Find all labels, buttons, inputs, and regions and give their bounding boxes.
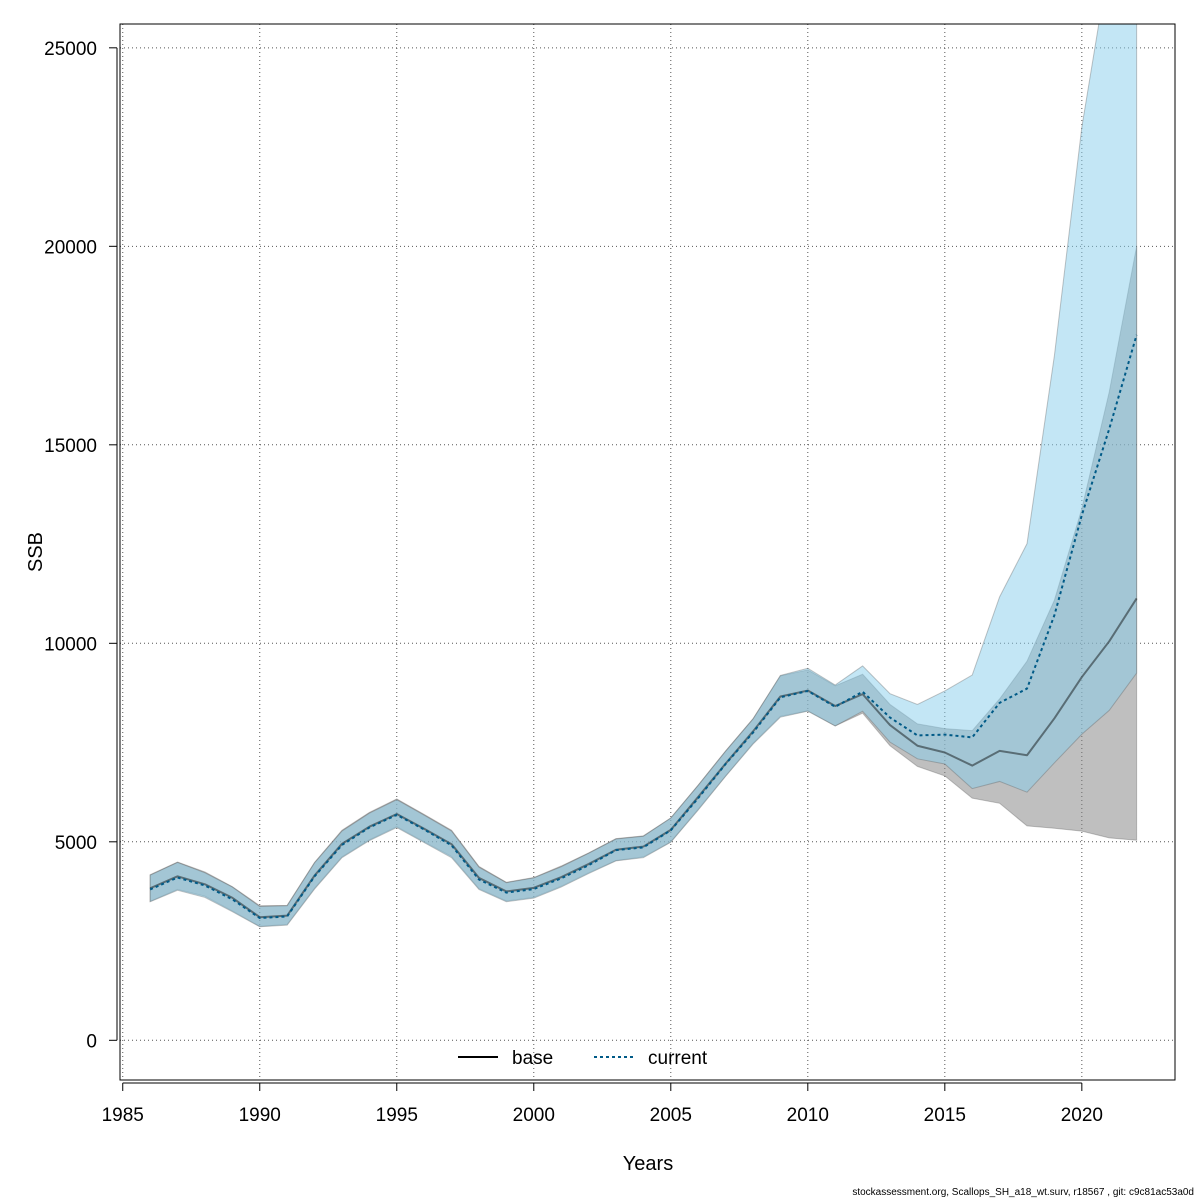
x-tick-label-2010: 2010	[787, 1105, 829, 1126]
x-axis-title: Years	[623, 1153, 673, 1175]
grid-lines	[120, 24, 1175, 1080]
footer-source: stockassessment.org, Scallops_SH_a18_wt.…	[852, 1187, 1194, 1198]
legend: base current	[458, 1048, 708, 1069]
y-tick-label-5000: 5000	[55, 833, 97, 854]
x-tick-label-2005: 2005	[650, 1105, 692, 1126]
legend-base-label: base	[512, 1048, 553, 1069]
x-tick-label-2020: 2020	[1061, 1105, 1103, 1126]
y-tick-label-10000: 10000	[44, 634, 97, 655]
x-tick-label-1990: 1990	[239, 1105, 281, 1126]
x-axis: 1985 1990 1995 2000 2005 2010 2015 2020	[102, 1082, 1103, 1126]
confidence-bands	[149, 24, 1138, 928]
x-tick-label-1985: 1985	[102, 1105, 144, 1126]
y-tick-label-15000: 15000	[44, 436, 97, 457]
series-lines	[149, 334, 1138, 920]
x-tick-label-1995: 1995	[376, 1105, 418, 1126]
x-tick-label-2000: 2000	[513, 1105, 555, 1126]
y-axis-title: SSB	[25, 532, 47, 572]
y-tick-label-25000: 25000	[44, 39, 97, 60]
y-axis: 0 5000 10000 15000 20000 25000	[44, 39, 118, 1052]
y-tick-label-20000: 20000	[44, 237, 97, 258]
y-tick-label-0: 0	[86, 1031, 97, 1052]
band-current	[149, 24, 1138, 928]
plot-frame	[119, 23, 1176, 1081]
line-current	[149, 334, 1138, 920]
x-tick-label-2015: 2015	[924, 1105, 966, 1126]
legend-current-label: current	[648, 1048, 708, 1069]
band-base	[149, 246, 1138, 927]
